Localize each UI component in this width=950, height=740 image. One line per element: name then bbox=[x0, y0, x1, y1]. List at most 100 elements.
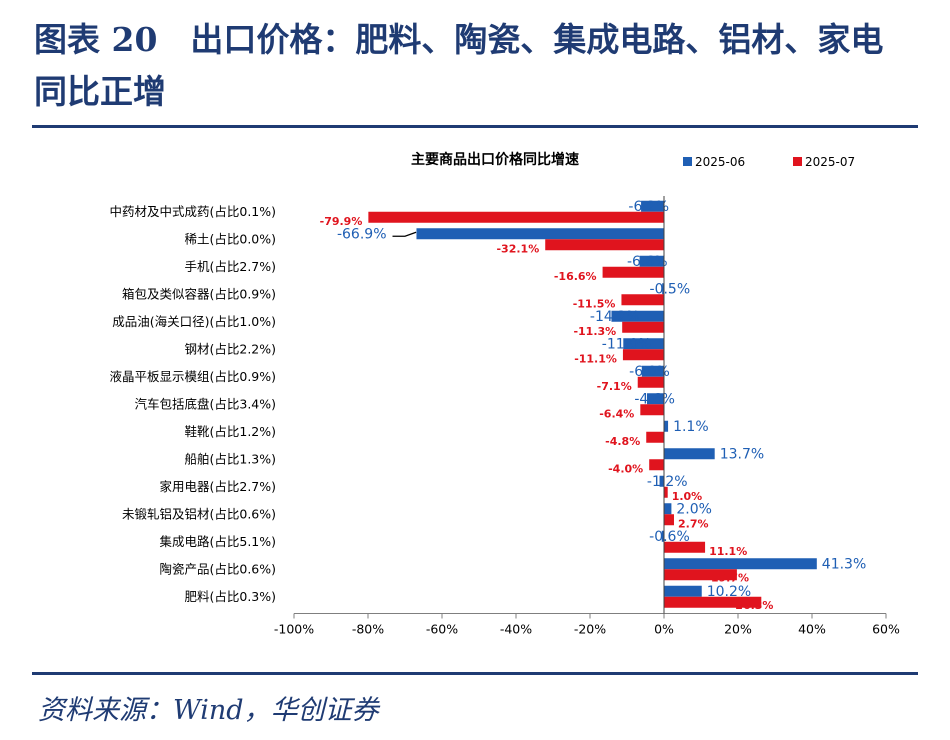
source-note: 资料来源：Wind，华创证券 bbox=[38, 695, 379, 726]
value-label-2025-07-11: 2.7% bbox=[678, 517, 709, 530]
bar-2025-07-5 bbox=[622, 349, 664, 361]
chart-title: 主要商品出口价格同比增速 bbox=[411, 151, 579, 168]
category-label: 集成电路(占比5.1%) bbox=[159, 534, 276, 549]
bar-2025-07-9 bbox=[649, 459, 664, 471]
category-label: 手机(占比2.7%) bbox=[184, 259, 276, 274]
bar-2025-07-11 bbox=[664, 514, 674, 526]
bar-2025-07-6 bbox=[637, 376, 664, 388]
value-label-2025-06-3: -0.5% bbox=[650, 281, 691, 297]
value-label-2025-06-13: 41.3% bbox=[822, 556, 866, 572]
value-label-2025-06-6: -6.0% bbox=[629, 364, 670, 380]
category-labels: 中药材及中式成药(占比0.1%) 稀土(占比0.0%) 手机(占比2.7%) 箱包及类… bbox=[109, 204, 276, 604]
bar-2025-06-5 bbox=[623, 338, 664, 350]
legend: 2025-06 2025-07 bbox=[683, 155, 855, 169]
bar-2025-07-8 bbox=[646, 431, 664, 443]
source-divider bbox=[32, 672, 918, 675]
category-label: 汽车包括底盘(占比3.4%) bbox=[134, 396, 276, 411]
value-label-2025-07-3: -11.5% bbox=[573, 297, 616, 310]
value-label-2025-07-14: 26.3% bbox=[735, 599, 773, 612]
bar-2025-07-7 bbox=[640, 404, 664, 416]
bar-2025-06-14 bbox=[664, 585, 702, 597]
x-tick-label: -80% bbox=[352, 622, 384, 637]
bar-2025-07-4 bbox=[622, 321, 664, 333]
bar-2025-06-12 bbox=[661, 530, 664, 542]
bar-2025-07-13 bbox=[664, 569, 737, 581]
category-label: 稀土(占比0.0%) bbox=[184, 231, 276, 246]
value-label-2025-07-8: -4.8% bbox=[605, 435, 640, 448]
bar-2025-07-0 bbox=[368, 211, 664, 223]
value-label-2025-06-5: -11.0% bbox=[602, 336, 652, 352]
value-label-2025-06-0: -6.2% bbox=[628, 199, 669, 215]
legend-swatch-2025-06 bbox=[683, 157, 692, 166]
value-label-2025-07-7: -6.4% bbox=[599, 407, 634, 420]
category-label: 船舶(占比1.3%) bbox=[184, 451, 276, 466]
x-axis: -100% -80% -60% -40% -20% 0% 20% 40% 60% bbox=[274, 196, 900, 637]
bars bbox=[368, 200, 817, 608]
value-label-2025-07-0: -79.9% bbox=[320, 215, 363, 228]
value-label-2025-07-13: 19.7% bbox=[711, 571, 749, 584]
category-label: 中药材及中式成药(占比0.1%) bbox=[109, 204, 276, 219]
x-tick-label: 0% bbox=[654, 622, 674, 637]
bar-2025-07-12 bbox=[664, 541, 706, 553]
bar-2025-06-1 bbox=[416, 228, 664, 240]
value-label-2025-06-9: 13.7% bbox=[720, 446, 764, 462]
legend-label-2025-07: 2025-07 bbox=[805, 155, 855, 169]
bar-2025-06-13 bbox=[664, 558, 817, 570]
x-tick-label: -20% bbox=[574, 622, 606, 637]
value-label-2025-07-5: -11.1% bbox=[574, 352, 617, 365]
bar-2025-06-6 bbox=[641, 365, 664, 377]
category-label: 肥料(占比0.3%) bbox=[184, 589, 276, 604]
bar-2025-06-11 bbox=[664, 503, 672, 515]
value-label-2025-06-10: -1.2% bbox=[647, 474, 688, 490]
category-label: 钢材(占比2.2%) bbox=[184, 341, 276, 356]
value-label-2025-06-8: 1.1% bbox=[673, 419, 709, 435]
value-label-2025-07-6: -7.1% bbox=[597, 380, 632, 393]
bar-2025-07-2 bbox=[602, 266, 664, 278]
bar-2025-06-7 bbox=[646, 393, 664, 405]
x-tick-label: -60% bbox=[426, 622, 458, 637]
title-divider bbox=[32, 125, 918, 128]
value-label-2025-06-14: 10.2% bbox=[707, 584, 751, 600]
value-label-2025-07-2: -16.6% bbox=[554, 270, 597, 283]
export-price-chart: 主要商品出口价格同比增速 2025-06 2025-07 中药材及中式成药(占比… bbox=[109, 151, 900, 637]
category-label: 液晶平板显示模组(占比0.9%) bbox=[109, 369, 276, 384]
value-labels: -6.2%-79.9%-66.9%-32.1%-6.6%-16.6%-0.5%-… bbox=[320, 199, 867, 612]
figure-title: 图表 20 出口价格：肥料、陶瓷、集成电路、铝材、家电同比正增 bbox=[34, 20, 884, 111]
value-label-2025-07-9: -4.0% bbox=[608, 462, 643, 475]
value-label-2025-06-11: 2.0% bbox=[676, 501, 712, 517]
leader-line bbox=[392, 231, 417, 237]
bar-2025-06-10 bbox=[659, 475, 664, 487]
value-label-2025-06-7: -4.6% bbox=[634, 391, 675, 407]
x-tick-label: 40% bbox=[798, 622, 826, 637]
x-tick-label: -100% bbox=[274, 622, 314, 637]
legend-label-2025-06: 2025-06 bbox=[695, 155, 745, 169]
bar-2025-07-3 bbox=[621, 294, 664, 306]
x-tick-label: 60% bbox=[872, 622, 900, 637]
value-label-2025-07-1: -32.1% bbox=[496, 242, 539, 255]
bar-2025-07-14 bbox=[664, 596, 762, 608]
bar-2025-06-2 bbox=[639, 255, 664, 267]
value-label-2025-06-2: -6.6% bbox=[627, 254, 668, 270]
value-label-2025-06-4: -14.2% bbox=[590, 309, 640, 325]
x-tick-label: -40% bbox=[500, 622, 532, 637]
bar-2025-06-9 bbox=[664, 448, 715, 460]
category-label: 陶瓷产品(占比0.6%) bbox=[159, 561, 276, 576]
value-label-2025-07-4: -11.3% bbox=[573, 325, 616, 338]
category-label: 未锻轧铝及铝材(占比0.6%) bbox=[122, 506, 276, 521]
bar-2025-07-1 bbox=[545, 239, 664, 251]
bar-2025-06-0 bbox=[641, 200, 664, 212]
x-tick-label: 20% bbox=[724, 622, 752, 637]
category-label: 成品油(海关口径)(占比1.0%) bbox=[112, 314, 276, 329]
value-label-2025-07-12: 11.1% bbox=[709, 545, 747, 558]
bar-2025-06-4 bbox=[611, 310, 664, 322]
value-label-2025-07-10: 1.0% bbox=[672, 490, 703, 503]
category-label: 箱包及类似容器(占比0.9%) bbox=[122, 286, 276, 301]
bar-2025-06-3 bbox=[662, 283, 664, 295]
bar-2025-07-10 bbox=[664, 486, 668, 498]
value-label-2025-06-12: -0.6% bbox=[649, 529, 690, 545]
bar-2025-06-8 bbox=[664, 420, 669, 432]
value-label-2025-06-1: -66.9% bbox=[337, 226, 387, 242]
category-label: 家用电器(占比2.7%) bbox=[159, 479, 276, 494]
legend-swatch-2025-07 bbox=[793, 157, 802, 166]
category-label: 鞋靴(占比1.2%) bbox=[184, 424, 276, 439]
